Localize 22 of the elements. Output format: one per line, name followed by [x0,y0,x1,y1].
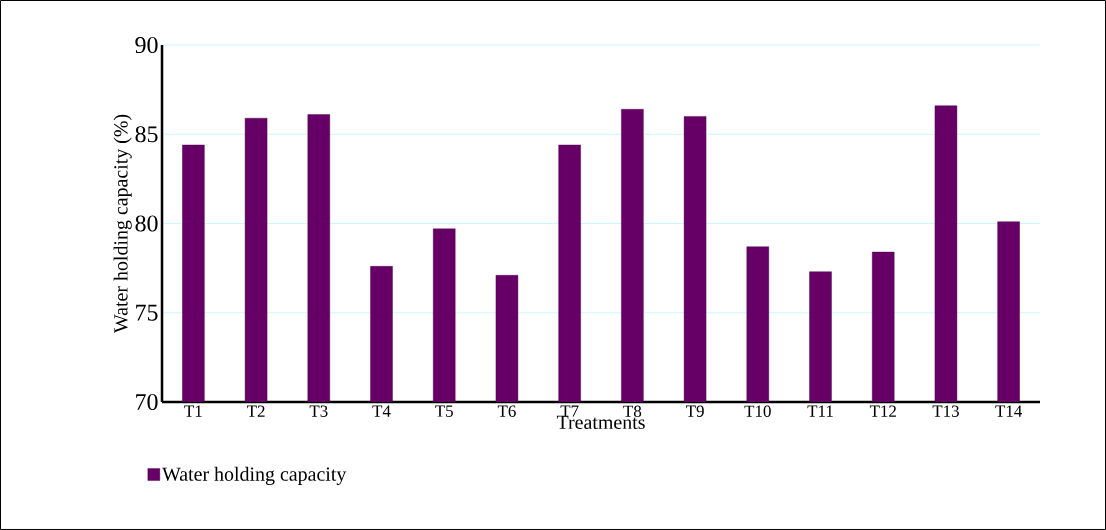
y-tick-label: 70 [136,393,158,411]
x-tick-label: T13 [932,405,959,417]
x-tick-label: T5 [435,405,453,417]
x-tick-label: T10 [744,405,771,417]
x-tick-label: T6 [497,405,516,417]
x-tick-label: T14 [995,405,1023,417]
y-tick-label: 90 [135,36,158,54]
y-tick-label: 80 [135,215,158,232]
x-tick-label: T12 [869,405,896,417]
y-tick-label: 75 [136,304,158,321]
x-axis-title: Treatments [556,415,645,430]
y-axis-title: Water holding capacity (%) [113,114,132,334]
x-tick-label: T7 [560,405,579,417]
x-tick-label: T3 [309,405,328,417]
x-tick-label: T9 [685,405,704,417]
x-tick-label: T4 [372,405,391,417]
x-tick-label: T8 [623,405,642,417]
x-tick-label: T11 [807,405,833,417]
x-tick-label: T2 [246,405,265,417]
legend-label: Water holding capacity [162,466,347,485]
x-tick-label: T1 [184,405,202,417]
y-tick-label: 85 [135,126,158,143]
